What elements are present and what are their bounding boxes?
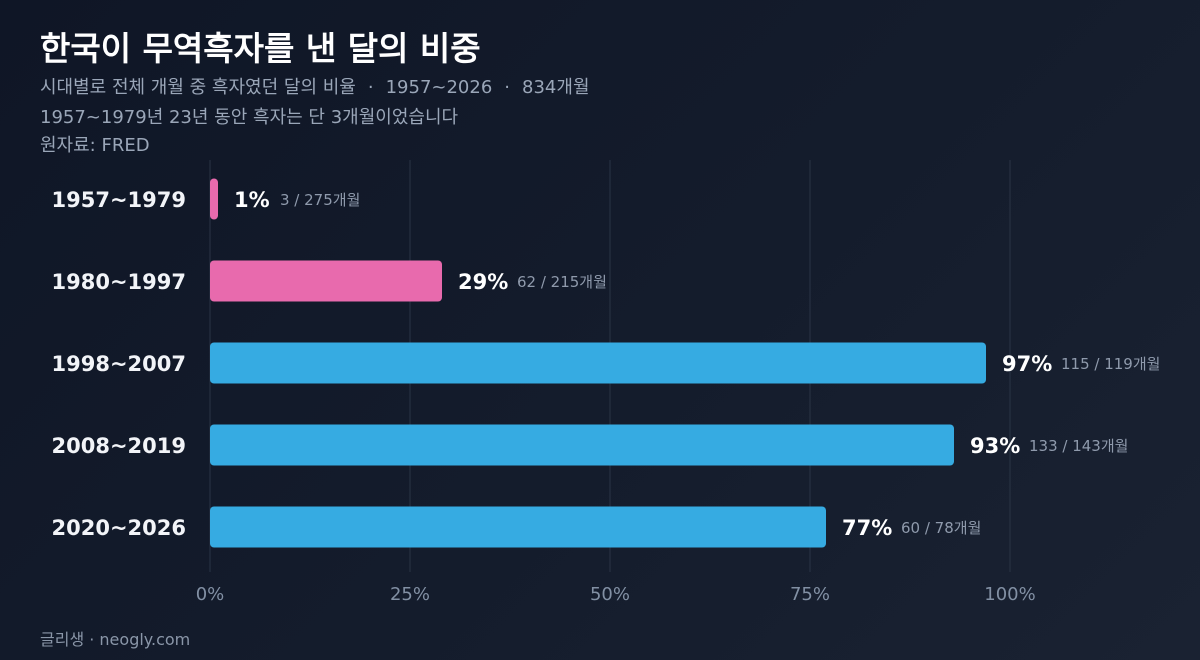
x-tick-label: 100% [984,584,1035,605]
bar [210,260,442,302]
bar [210,506,826,548]
category-label: 2020~2026 [52,516,187,540]
subtitle-month-count: 834개월 [522,77,590,98]
detail-label: 60 / 78개월 [901,519,981,537]
category-label: 1957~1979 [52,188,187,212]
subtitle-description: 시대별로 전체 개월 중 흑자였던 달의 비율 [40,77,356,98]
bar [210,178,218,220]
detail-label: 133 / 143개월 [1029,437,1128,455]
category-label: 1998~2007 [52,352,187,376]
chart-title: 한국이 무역흑자를 낸 달의 비중 [40,29,481,68]
value-label: 29% [458,270,508,294]
bar [210,342,986,384]
footer-credit: 글리생 · neogly.com [40,630,191,649]
detail-label: 3 / 275개월 [280,191,360,209]
subtitle-separator: · [504,77,511,98]
subtitle-period: 1957~2026 [385,77,493,98]
chart-subtitle: 시대별로 전체 개월 중 흑자였던 달의 비율 · 1957~2026 · 834개월 [40,73,590,99]
category-label: 2008~2019 [52,434,187,458]
value-label: 97% [1002,352,1052,376]
value-label: 93% [970,434,1020,458]
category-label: 1980~1997 [52,270,187,294]
detail-label: 115 / 119개월 [1061,355,1160,373]
value-label: 77% [842,516,892,540]
x-tick-label: 0% [196,584,225,605]
chart-note: 1957~1979년 23년 동안 흑자는 단 3개월이었습니다 [40,107,459,128]
bar [210,424,954,466]
subtitle-separator: · [367,77,374,98]
detail-label: 62 / 215개월 [517,273,607,291]
x-tick-label: 50% [590,584,630,605]
x-tick-label: 25% [390,584,430,605]
data-source: 원자료: FRED [40,135,150,156]
value-label: 1% [234,188,270,212]
x-tick-label: 75% [790,584,830,605]
